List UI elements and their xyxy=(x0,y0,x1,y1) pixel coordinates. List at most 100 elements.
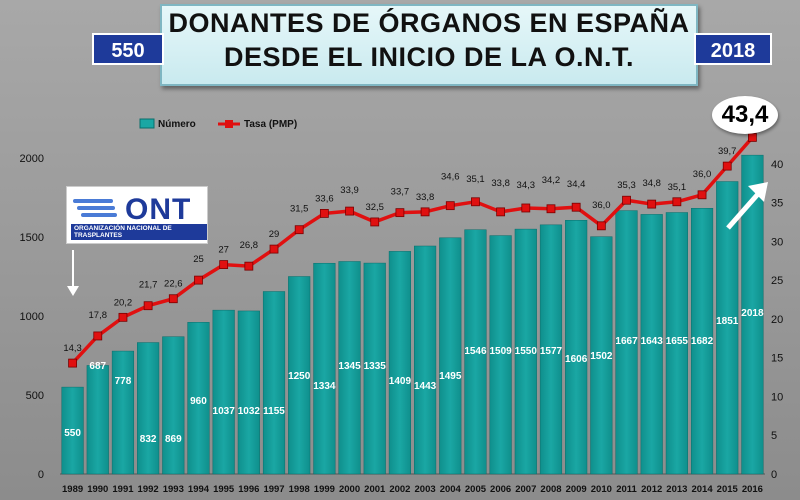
rate-marker xyxy=(445,201,455,211)
rate-marker xyxy=(68,358,77,368)
x-tick-label: 1997 xyxy=(263,484,284,495)
rate-value-label: 39,7 xyxy=(718,146,737,157)
rate-value-label: 34,3 xyxy=(517,180,536,191)
logo-wing-icon xyxy=(77,206,115,210)
bar xyxy=(690,207,714,475)
y-right-tick-label: 15 xyxy=(771,353,783,365)
bar xyxy=(61,386,84,475)
x-tick-label: 2004 xyxy=(440,484,462,495)
bar-value-label: 1606 xyxy=(565,354,588,365)
legend-swatch-bar xyxy=(139,118,155,129)
last-rate-callout: 43,4 xyxy=(712,96,778,134)
rate-value-label: 27 xyxy=(218,245,229,256)
bar-value-label: 1509 xyxy=(490,346,513,357)
bar-value-label: 1409 xyxy=(389,376,412,387)
rate-marker xyxy=(219,260,229,270)
bar xyxy=(212,309,235,475)
rate-marker xyxy=(194,275,203,285)
bar-value-label: 869 xyxy=(165,434,182,445)
bar xyxy=(565,220,588,475)
y-right-tick-label: 35 xyxy=(771,198,783,210)
x-tick-label: 2010 xyxy=(591,484,612,495)
x-tick-label: 1999 xyxy=(314,484,335,495)
rate-value-label: 34,4 xyxy=(567,179,586,190)
rate-marker xyxy=(143,301,153,311)
bar-value-label: 1550 xyxy=(515,346,538,357)
rate-value-label: 33,9 xyxy=(340,185,359,196)
y-right-tick-label: 0 xyxy=(771,469,777,481)
rate-marker xyxy=(93,331,103,341)
rate-value-label: 22,6 xyxy=(164,279,183,290)
rate-value-label: 26,8 xyxy=(240,240,259,251)
y-right-tick-label: 20 xyxy=(771,314,783,326)
bar xyxy=(716,181,739,475)
rate-value-label: 34,6 xyxy=(441,172,460,183)
bar xyxy=(640,214,663,475)
y-left-tick-label: 1000 xyxy=(20,311,44,323)
up-arrow-icon xyxy=(726,192,760,230)
title-line-1: DONANTES DE ÓRGANOS EN ESPAÑA xyxy=(168,8,690,38)
x-tick-label: 2005 xyxy=(465,484,487,495)
bar-value-label: 1155 xyxy=(263,406,285,417)
bar-value-label: 1851 xyxy=(716,316,739,327)
bar-value-label: 1250 xyxy=(288,371,311,382)
bar xyxy=(590,236,613,475)
rate-marker xyxy=(722,161,732,171)
start-value-badge: 550 xyxy=(92,33,164,65)
bar-value-label: 1032 xyxy=(238,406,261,417)
logo-wing-icon xyxy=(81,213,117,217)
rate-value-label: 36,0 xyxy=(592,200,611,211)
bar-value-label: 1334 xyxy=(313,381,336,392)
x-tick-label: 1992 xyxy=(138,484,159,495)
logo-text: ONT xyxy=(125,193,192,226)
bar xyxy=(288,276,311,475)
ont-logo: ONT ORGANIZACIÓN NACIONAL DE TRASPLANTES xyxy=(66,186,208,244)
rate-value-label: 35,1 xyxy=(668,182,687,193)
legend-label-bar: Número xyxy=(158,119,196,130)
rate-value-label: 33,8 xyxy=(491,178,510,189)
rate-marker xyxy=(420,207,430,217)
rate-value-label: 29 xyxy=(269,229,280,240)
x-tick-label: 2002 xyxy=(389,484,410,495)
bar xyxy=(187,322,210,475)
rate-marker xyxy=(294,225,304,235)
bar-value-label: 1577 xyxy=(540,346,563,357)
x-tick-label: 2014 xyxy=(691,484,713,495)
title-line-2: DESDE EL INICIO DE LA O.N.T. xyxy=(223,42,635,72)
bar-value-label: 1682 xyxy=(691,336,714,347)
x-tick-label: 2013 xyxy=(666,484,687,495)
rate-value-label: 20,2 xyxy=(114,297,133,308)
x-tick-label: 2012 xyxy=(641,484,662,495)
bar-value-label: 1643 xyxy=(641,336,664,347)
x-tick-label: 2000 xyxy=(339,484,360,495)
rate-value-label: 33,8 xyxy=(416,192,435,203)
y-left-tick-label: 1500 xyxy=(20,232,44,244)
bar-value-label: 1495 xyxy=(439,371,462,382)
bar xyxy=(741,154,764,475)
rate-marker xyxy=(521,203,531,213)
bar xyxy=(137,342,160,475)
bar-value-label: 1443 xyxy=(414,381,437,392)
rate-value-label: 17,8 xyxy=(89,310,108,321)
x-tick-label: 1995 xyxy=(213,484,235,495)
rate-line xyxy=(71,136,754,365)
y-left-tick-label: 2000 xyxy=(20,153,44,165)
bar xyxy=(262,291,286,475)
x-tick-label: 1994 xyxy=(188,484,210,495)
bar-value-label: 1037 xyxy=(213,406,236,417)
x-tick-label: 2011 xyxy=(616,484,637,495)
bar xyxy=(162,336,185,475)
up-arrow-head-icon xyxy=(748,182,768,202)
bar xyxy=(313,262,336,475)
x-tick-label: 2001 xyxy=(364,484,386,495)
x-tick-label: 2003 xyxy=(415,484,436,495)
bar-value-label: 1546 xyxy=(464,346,487,357)
bar-value-label: 778 xyxy=(115,376,132,387)
x-tick-label: 2009 xyxy=(566,484,587,495)
bar xyxy=(489,235,512,475)
down-arrow-head-icon xyxy=(67,286,79,296)
rate-value-label: 32,5 xyxy=(365,202,384,213)
bar xyxy=(338,261,361,475)
y-right-tick-label: 40 xyxy=(771,159,783,171)
x-tick-label: 2016 xyxy=(742,484,763,495)
